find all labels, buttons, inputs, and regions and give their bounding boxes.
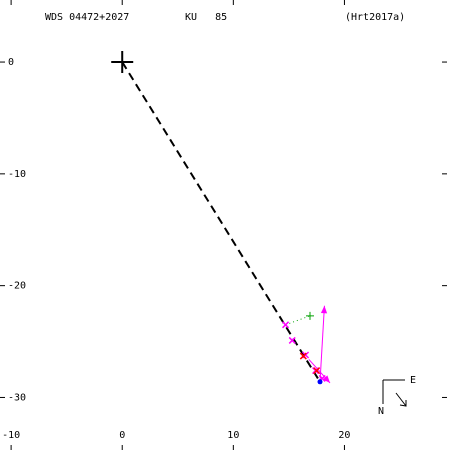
cross-marker [282,321,290,329]
x-tick-label: -10 [2,430,20,441]
compass-north: N [378,406,384,417]
plus-marker [306,311,314,320]
arrowhead [322,375,330,383]
x-tick-label: 0 [119,430,125,441]
x-tick-label: 10 [227,430,239,441]
plus-marker [111,51,134,74]
arrow-line [319,305,325,382]
y-tick-label: -30 [8,392,26,403]
cross-marker [288,336,296,344]
cross-marker [312,367,320,375]
compass-arrowhead [399,400,407,407]
compass: E N [378,375,416,417]
dashed-line [121,61,321,383]
dot-marker [317,379,323,385]
y-tick-label: 0 [8,57,14,68]
arrowhead [320,305,328,314]
compass-east: E [410,375,416,386]
reference: (Hrt2017a) [345,12,405,23]
wds-id: WDS 04472+2027 [45,12,129,23]
y-tick-label: -10 [8,169,26,180]
y-tick-label: -20 [8,281,26,292]
compass-arrow [395,392,407,407]
x-tick-label: 20 [338,430,350,441]
dotted-line [285,315,311,326]
cross-marker [313,367,321,375]
cross-marker [299,352,307,360]
discoverer: KU 85 [185,12,227,23]
